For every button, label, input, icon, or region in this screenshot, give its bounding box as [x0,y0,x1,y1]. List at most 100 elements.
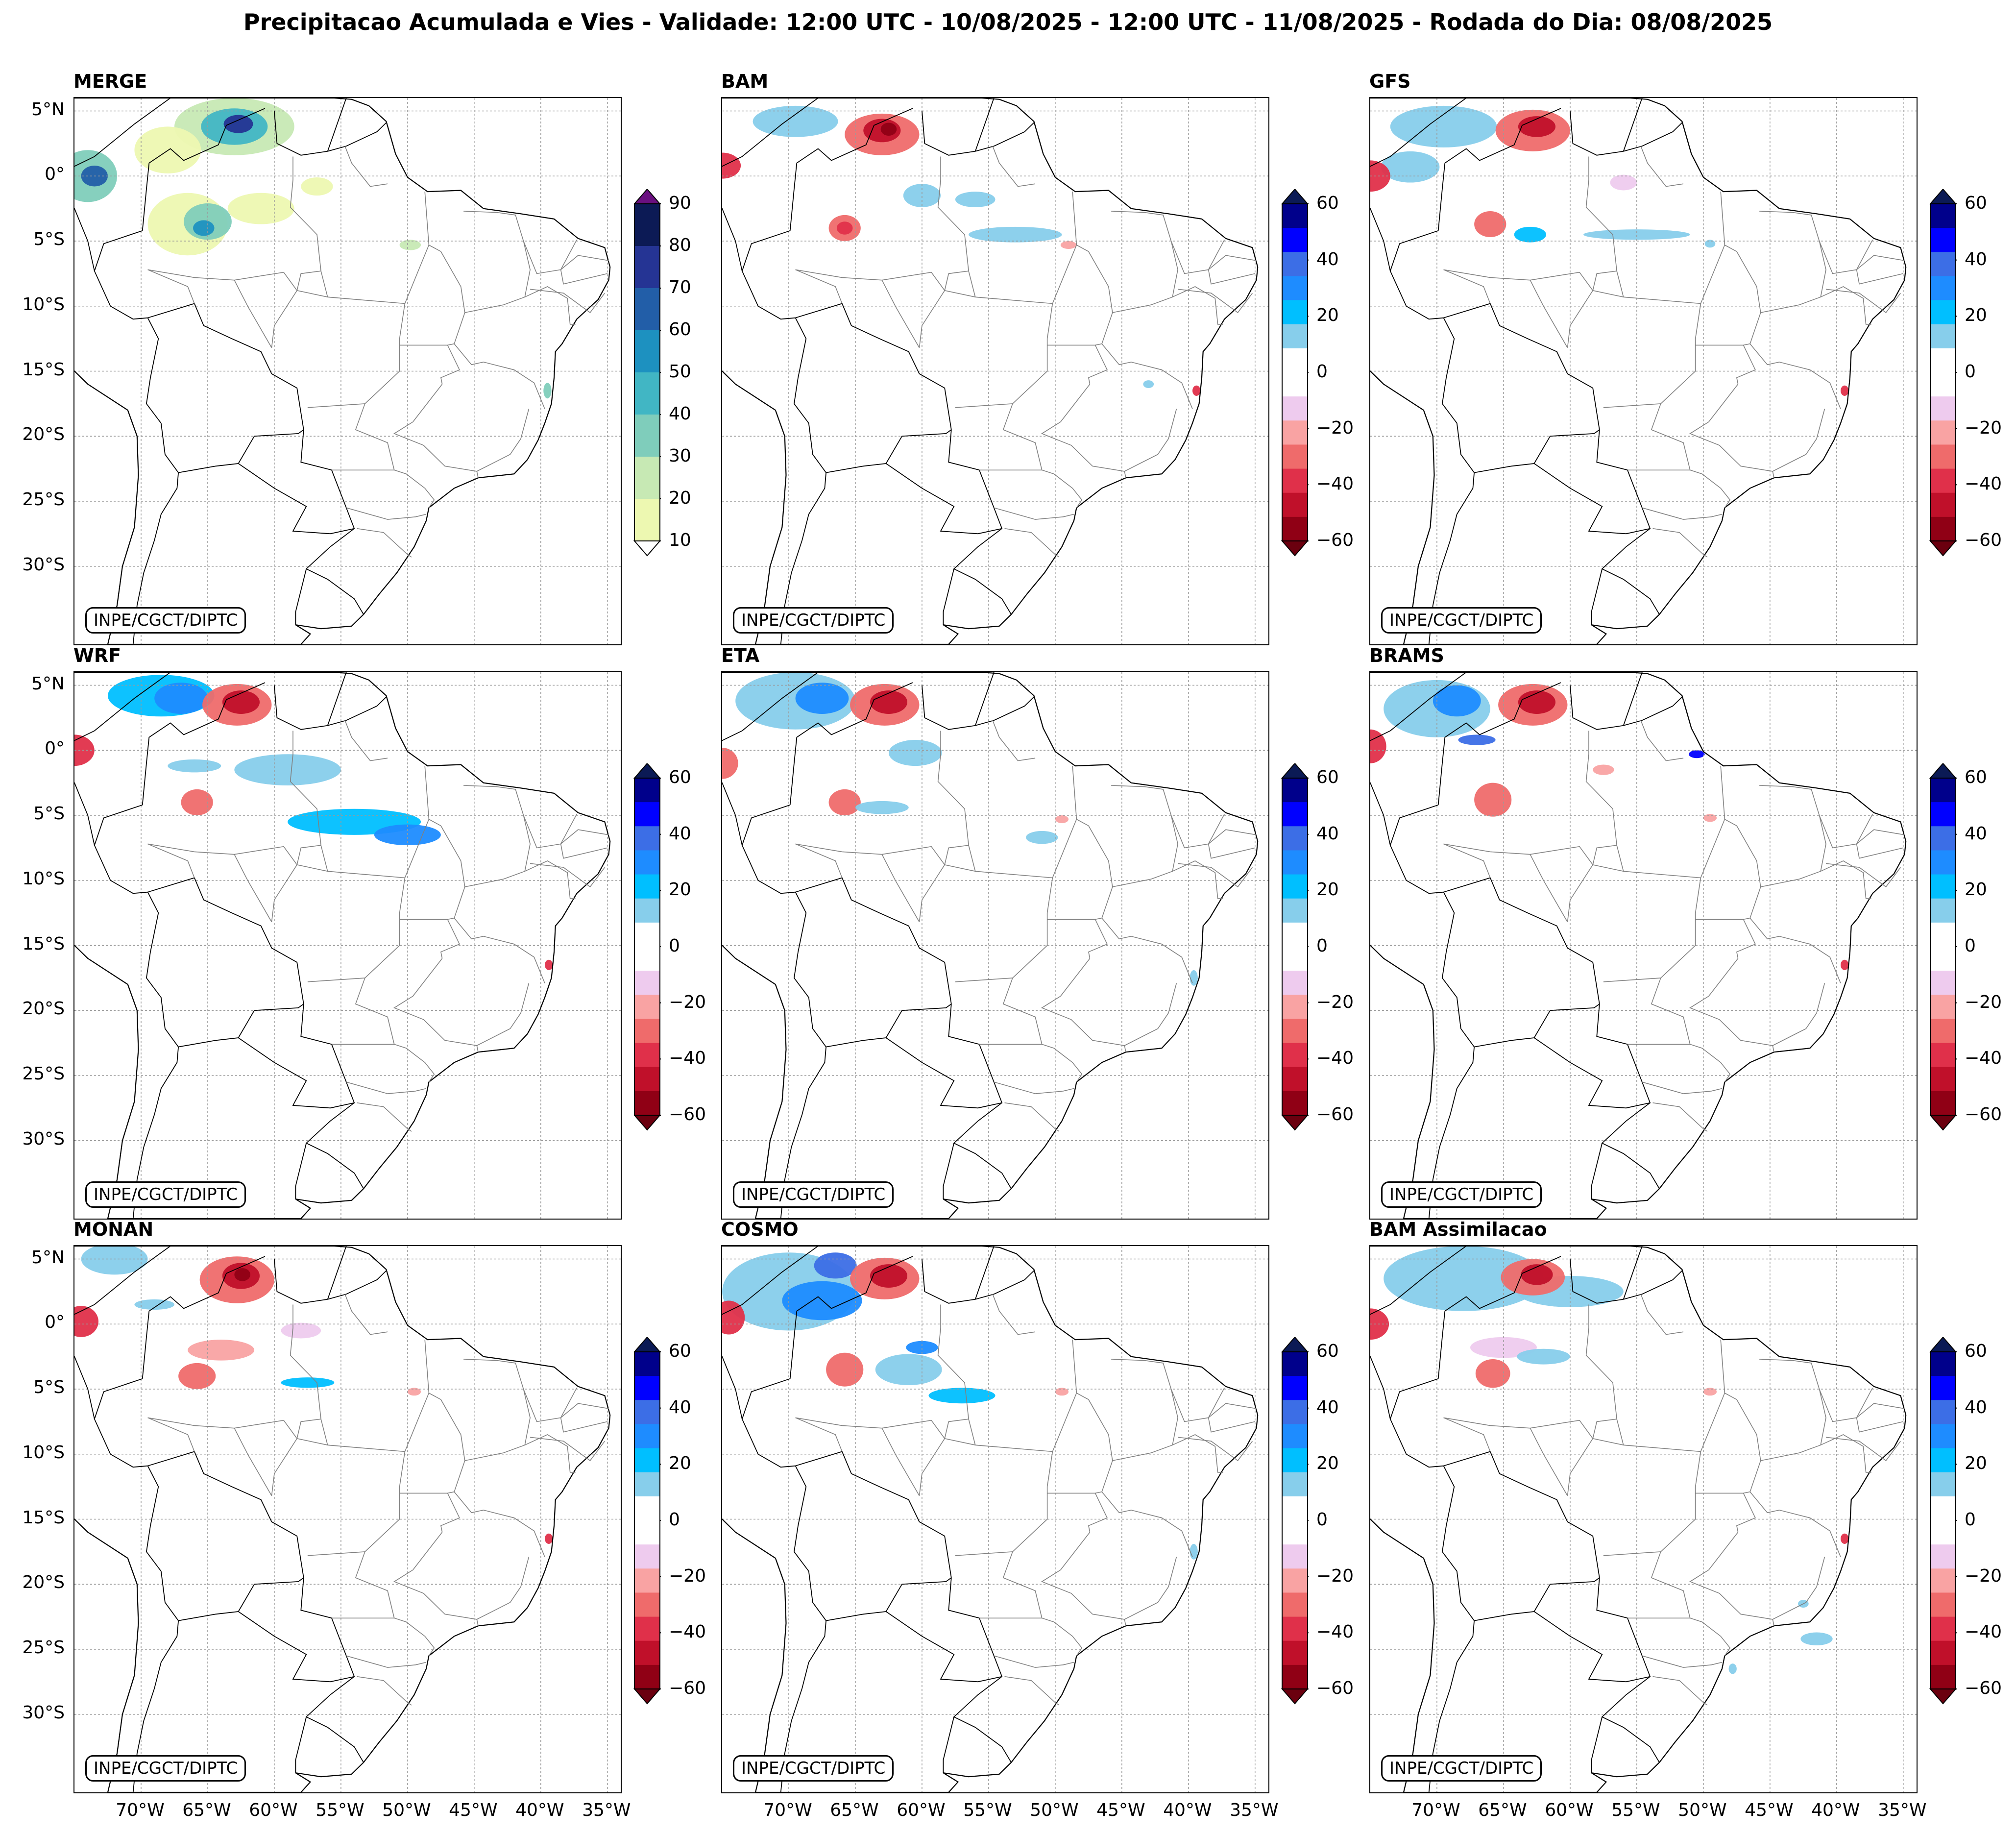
state-border [1603,978,1661,982]
country-border [1570,685,1683,730]
colorbar-tick-label: 20 [669,488,691,508]
colorbar-segment [1930,922,1956,947]
colorbar-tick-label: 60 [1965,193,1987,213]
panel-title: BAM [721,71,769,92]
state-border [795,269,843,304]
coastline [74,672,611,1219]
map-frame: INPE/CGCT/DIPTC [73,671,622,1220]
country-border [94,1378,148,1468]
longitude-label: 35°W [1878,1800,1927,1820]
country-border [974,1246,995,1300]
state-border [1642,507,1723,520]
colorbar-segment [1930,1616,1956,1641]
colorbar-segment [1282,1376,1308,1400]
map-frame: INPE/CGCT/DIPTC [1369,97,1918,645]
colorbar-segment [1930,420,1956,445]
state-border [307,1551,365,1556]
country-border [922,111,1035,156]
state-border [357,528,412,558]
colorbar-segment [1282,1640,1308,1665]
state-border [1690,1617,1731,1656]
state-border [1047,1492,1108,1533]
state-border [560,1418,607,1433]
state-border [795,269,975,297]
colorbar-segment [1282,204,1308,228]
colorbar-tick-label: 20 [1965,305,1987,326]
state-border [1111,785,1178,887]
panel-title: MERGE [73,71,147,92]
colorbar-extend-max [1281,762,1309,779]
latitude-label: 5°N [31,673,65,694]
state-border [1530,854,1568,923]
state-border [881,280,920,348]
colorbar-extend-min [633,540,661,557]
state-border [147,1417,328,1445]
colorbar-segment [634,1520,660,1545]
field-contour [1192,385,1201,396]
country-border [142,108,266,231]
map-frame: INPE/CGCT/DIPTC [721,97,1269,645]
state-border [331,878,406,1045]
state-border [560,829,609,845]
colorbar-segment [634,246,660,289]
precip-colorbar: 90 80 70 60 50 40 30 20 10 [633,188,731,557]
country-border [780,1466,827,1792]
country-border [1389,230,1444,320]
state-border [530,289,606,314]
country-border [1601,1102,1660,1189]
state-border [1690,469,1731,508]
state-border [1088,1399,1113,1494]
state-border [1052,818,1089,878]
longitude-label: 55°W [316,1800,364,1820]
map-canvas [1370,672,1917,1219]
state-border [1208,844,1255,859]
country-border [74,98,171,167]
state-border [1736,251,1761,346]
state-border [290,731,321,846]
country-border [922,685,1035,730]
country-border [780,318,827,644]
longitude-label: 50°W [382,1800,431,1820]
state-border [955,1551,1013,1556]
country-border [826,1003,952,1048]
field-contour [836,221,853,235]
country-border [1428,892,1475,1219]
coastline [74,1246,611,1792]
colorbar-segment [1282,468,1308,493]
country-border [94,804,148,894]
panel-title: BRAMS [1369,645,1444,666]
country-border [305,528,364,615]
field-contour [753,105,838,137]
colorbar-segment [1282,1067,1308,1092]
credit-label: INPE/CGCT/DIPTC [85,1755,246,1782]
colorbar-tick-label: −60 [1965,530,2002,550]
bias-colorbar: 60 40 20 0 −20 −40 −60 [633,762,731,1131]
map-canvas [74,672,621,1219]
colorbar-segment [1282,1472,1308,1497]
colorbar-tick-label: 60 [669,319,691,340]
state-border [1208,1418,1255,1433]
latitude-label: 20°S [22,424,65,445]
colorbar-extend-max [633,188,661,204]
state-border [1689,958,1825,1046]
colorbar-tick-label: 70 [669,277,691,297]
colorbar-extend-max [1281,1336,1309,1352]
state-border [560,1403,609,1418]
colorbar-tick-label: −20 [1965,992,2002,1012]
state-border [1172,860,1223,899]
colorbar-segment [1930,1448,1956,1473]
panel-title: GFS [1369,71,1411,92]
state-border [560,255,609,270]
colorbar-tick-label: −60 [1316,530,1354,550]
colorbar-segment [1282,444,1308,469]
latitude-label: 15°S [22,359,65,380]
colorbar-tick-label: −20 [669,992,706,1012]
field-contour [955,192,996,207]
field-contour [223,115,253,133]
field-contour [1475,1359,1510,1388]
state-border [1820,286,1871,325]
state-border [357,1676,412,1706]
country-border [943,568,955,625]
state-border [1124,1045,1126,1052]
country-border [741,1378,796,1468]
